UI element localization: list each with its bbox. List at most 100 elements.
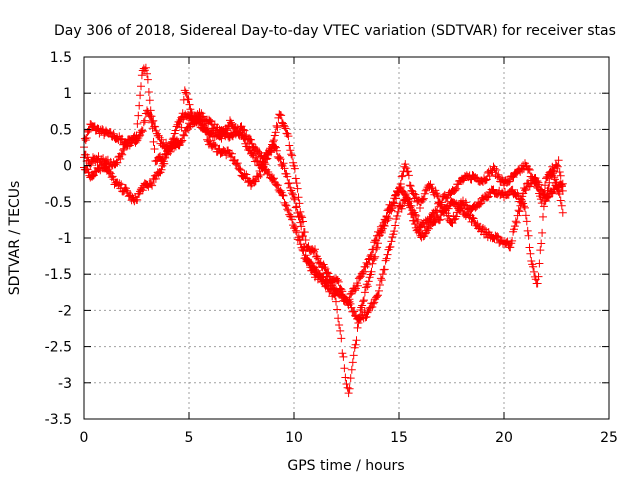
data-point [524, 231, 533, 240]
data-point [490, 164, 499, 173]
data-point [558, 179, 567, 188]
data-point [377, 228, 386, 237]
data-point [554, 156, 563, 165]
data-point [321, 264, 330, 273]
chart-title: Day 306 of 2018, Sidereal Day-to-day VTE… [54, 23, 616, 39]
data-point [117, 180, 126, 189]
data-point [375, 286, 383, 295]
data-point [278, 191, 287, 199]
data-point [513, 211, 522, 220]
data-point [271, 180, 280, 189]
data-point [232, 160, 241, 169]
data-point [334, 277, 343, 286]
data-point [552, 178, 561, 187]
data-point [535, 259, 544, 268]
data-point [265, 147, 274, 156]
data-point [84, 126, 93, 135]
data-point [337, 334, 346, 343]
data-point [172, 122, 181, 131]
data-point [536, 246, 545, 255]
data-point [553, 185, 562, 194]
data-point [176, 138, 185, 146]
data-point [300, 228, 309, 237]
data-point [452, 184, 461, 193]
data-point [202, 124, 211, 133]
data-point [339, 292, 348, 301]
y-tick-labels: 1.5 1 0.5 0 -0.5 -1 -1.5 -2 -2.5 -3 -3.5 [45, 50, 72, 428]
data-point [293, 209, 302, 217]
data-point [166, 147, 175, 156]
data-point [354, 319, 363, 327]
data-point [404, 167, 412, 176]
y-axis-label: SDTVAR / TECUs [7, 181, 23, 296]
data-point [233, 159, 242, 168]
data-point [424, 224, 433, 233]
data-point [354, 274, 363, 283]
data-point [402, 164, 411, 173]
data-point [377, 276, 386, 285]
data-point [333, 276, 342, 284]
data-point [249, 150, 258, 159]
data-point [538, 228, 547, 237]
data-point [397, 204, 406, 213]
data-point [367, 267, 376, 276]
data-point [280, 164, 289, 173]
data-point [539, 202, 548, 211]
data-point [526, 249, 535, 258]
data-point [269, 137, 277, 146]
data-point [89, 153, 97, 162]
data-point [187, 108, 196, 117]
data-point [475, 200, 484, 209]
data-point [294, 212, 303, 221]
data-point [483, 193, 492, 202]
data-point [147, 118, 156, 127]
data-point [283, 129, 292, 138]
data-point [319, 276, 328, 285]
y-tick-label: -2.5 [45, 340, 72, 356]
data-point [369, 256, 378, 264]
data-point [412, 211, 421, 220]
data-point [292, 179, 301, 188]
data-point [351, 340, 360, 349]
data-point [261, 160, 270, 169]
data-point [291, 226, 300, 235]
data-point [360, 288, 369, 297]
data-point [326, 285, 335, 293]
data-point [147, 180, 156, 189]
data-point [195, 108, 204, 117]
data-point [347, 365, 356, 374]
data-point [290, 164, 299, 173]
data-point [279, 159, 288, 168]
data-point [119, 146, 128, 154]
data-point [357, 303, 366, 312]
data-point [264, 168, 273, 176]
data-point [305, 258, 314, 266]
data-point [508, 236, 517, 245]
data-point [455, 204, 464, 213]
data-point [375, 281, 384, 289]
data-point [515, 207, 524, 216]
data-point [511, 217, 520, 226]
data-point [368, 303, 377, 311]
data-point [359, 297, 368, 306]
data-point [318, 278, 327, 287]
data-point [373, 292, 381, 301]
data-point [414, 215, 423, 224]
data-point [403, 194, 412, 203]
data-point [348, 358, 357, 367]
data-point [269, 136, 278, 145]
y-tick-label: 0.5 [50, 122, 72, 138]
data-point [355, 313, 364, 322]
data-point [290, 195, 299, 204]
data-point [236, 166, 245, 175]
data-point [521, 186, 529, 195]
data-point [217, 134, 226, 143]
data-point [359, 267, 368, 276]
x-tick-label: 25 [600, 430, 618, 446]
data-point [107, 173, 116, 182]
data-point [379, 218, 388, 227]
data-point [508, 185, 517, 194]
axis-ticks [83, 56, 610, 420]
data-point [118, 150, 127, 159]
